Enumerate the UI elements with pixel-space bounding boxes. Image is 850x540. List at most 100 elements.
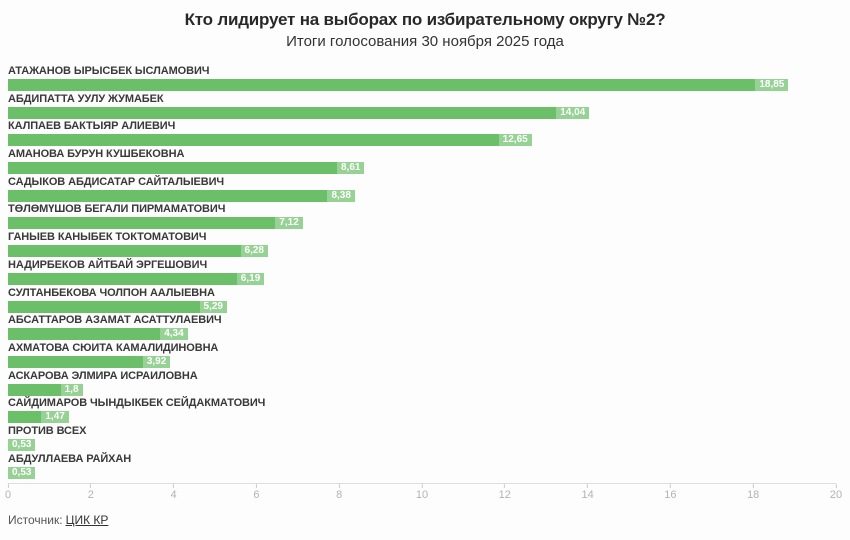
source-line: Источник: ЦИК КР — [8, 513, 108, 527]
bar-row: ТӨЛӨМҮШОВ БЕГАЛИ ПИРМАМАТОВИЧ 7,12 — [8, 203, 836, 231]
chart-title: Кто лидирует на выборах по избирательном… — [184, 10, 666, 29]
value-label: 4,34 — [160, 328, 188, 341]
axis-tick-mark — [421, 484, 423, 488]
axis-tick-label: 2 — [87, 489, 94, 501]
bar-rows: АТАЖАНОВ ЫРЫСБЕК ЫСЛАМОВИЧ 18,85 АБДИПАТТА… — [8, 65, 836, 480]
candidate-label: АБДИПАТТА УУЛУ ЖУМАБЕК — [8, 92, 164, 105]
candidate-label: АХМАТОВА СЮИТА КАМАЛИДИНОВНА — [8, 341, 219, 354]
value-label: 3,92 — [142, 355, 171, 368]
axis-tick: 12 — [499, 484, 511, 501]
axis-tick-mark — [173, 484, 175, 488]
value-label: 1,8 — [60, 383, 83, 396]
bar-row: АБДИПАТТА УУЛУ ЖУМАБЕК 14,04 — [8, 93, 836, 121]
bar-row: САЙДИМАРОВ ЧЫНДЫКБЕК СЕЙДАКМАТОВИЧ 1,47 — [8, 397, 836, 425]
bar-row: ГАНЫЕВ КАНЫБЕК ТОКТОМАТОВИЧ 6,28 — [8, 231, 836, 259]
source-link[interactable]: ЦИК КР — [65, 513, 109, 527]
bar-row: АМАНОВА БУРУН КУШБЕКОВНА 8,61 — [8, 148, 836, 176]
value-label: 1,47 — [41, 411, 69, 424]
bar: 12,65 — [8, 134, 532, 147]
candidate-label: САДЫКОВ АБДИСАТАР САЙТАЛЫЕВИЧ — [8, 175, 225, 188]
candidate-label: АСКАРОВА ЭЛМИРА ИСРАИЛОВНА — [8, 369, 198, 382]
axis-tick-label: 14 — [581, 489, 594, 501]
axis-tick: 16 — [664, 484, 677, 501]
x-axis: 0 2 4 6 8 10 12 14 16 18 20 — [5, 483, 842, 506]
bar-row: НАДИРБЕКОВ АЙТБАЙ ЭРГЕШОВИЧ 6,19 — [8, 259, 836, 287]
candidate-label: КАЛПАЕВ БАКТЫЯР АЛИЕВИЧ — [8, 120, 176, 133]
bar: 1,8 — [8, 383, 83, 396]
bar: 6,19 — [8, 272, 265, 285]
axis-tick-label: 0 — [4, 489, 12, 501]
value-label: 14,04 — [556, 106, 590, 119]
bar: 0,53 — [8, 466, 36, 479]
axis-tick: 2 — [88, 484, 94, 501]
axis-tick: 4 — [171, 484, 177, 501]
axis-tick-label: 4 — [170, 489, 177, 501]
bar-row: АТАЖАНОВ ЫРЫСБЕК ЫСЛАМОВИЧ 18,85 — [8, 65, 836, 93]
value-label: 8,61 — [336, 162, 365, 175]
bar-row: ПРОТИВ ВСЕХ 0,53 — [8, 425, 836, 453]
bar-row: СУЛТАНБЕКОВА ЧОЛПОН ААЛЫЕВНА 5,29 — [8, 287, 836, 315]
value-label: 0,53 — [8, 438, 36, 451]
candidate-label: САЙДИМАРОВ ЧЫНДЫКБЕК СЕЙДАКМАТОВИЧ — [8, 397, 266, 410]
candidate-label: АТАЖАНОВ ЫРЫСБЕК ЫСЛАМОВИЧ — [8, 65, 210, 77]
axis-tick: 8 — [336, 484, 342, 501]
bar: 8,38 — [8, 189, 355, 202]
bar: 6,28 — [8, 245, 268, 258]
axis-tick: 0 — [5, 484, 11, 501]
value-label: 6,19 — [236, 272, 265, 285]
axis-tick-mark — [7, 484, 9, 488]
axis-tick-label: 20 — [829, 489, 843, 501]
source-label: Источник: — [8, 513, 63, 527]
bar-row: АБСАТТАРОВ АЗАМАТ АСАТТУЛАЕВИЧ 4,34 — [8, 314, 836, 342]
bar: 8,61 — [8, 162, 365, 175]
value-label: 8,38 — [327, 189, 355, 202]
candidate-label: АМАНОВА БУРУН КУШБЕКОВНА — [8, 148, 185, 161]
axis-tick-mark — [90, 484, 92, 488]
candidate-label: АБДУЛЛАЕВА РАЙХАН — [8, 452, 132, 465]
bar: 0,53 — [8, 438, 36, 451]
bar: 14,04 — [8, 106, 590, 119]
axis-tick: 18 — [747, 484, 759, 501]
candidate-label: ПРОТИВ ВСЕХ — [8, 424, 87, 437]
axis-tick-mark — [504, 484, 506, 488]
axis-tick: 20 — [830, 484, 842, 501]
value-label: 5,29 — [199, 300, 227, 313]
bar-row: КАЛПАЕВ БАКТЫЯР АЛИЕВИЧ 12,65 — [8, 120, 836, 148]
candidate-label: ГАНЫЕВ КАНЫБЕК ТОКТОМАТОВИЧ — [8, 231, 207, 244]
value-label: 7,12 — [275, 217, 303, 230]
axis-tick-mark — [338, 484, 340, 488]
value-label: 18,85 — [755, 79, 789, 91]
axis-tick-mark — [752, 484, 754, 488]
bar-row: АБДУЛЛАЕВА РАЙХАН 0,53 — [8, 453, 836, 481]
axis-tick-mark — [587, 484, 589, 488]
candidate-label: ТӨЛӨМҮШОВ БЕГАЛИ ПИРМАМАТОВИЧ — [8, 203, 226, 216]
bar: 18,85 — [8, 79, 789, 91]
axis-tick: 6 — [253, 484, 259, 501]
value-label: 12,65 — [498, 134, 532, 147]
value-label: 6,28 — [240, 245, 268, 258]
axis-tick-label: 6 — [253, 489, 260, 501]
chart-subtitle: Итоги голосования 30 ноября 2025 года — [286, 33, 564, 50]
bar: 5,29 — [8, 300, 227, 313]
axis-tick-mark — [835, 484, 837, 488]
bar: 3,92 — [8, 355, 171, 368]
axis-tick: 10 — [416, 484, 428, 501]
axis-tick-label: 8 — [336, 489, 343, 501]
candidate-label: АБСАТТАРОВ АЗАМАТ АСАТТУЛАЕВИЧ — [8, 314, 222, 327]
bar-row: САДЫКОВ АБДИСАТАР САЙТАЛЫЕВИЧ 8,38 — [8, 176, 836, 204]
candidate-label: НАДИРБЕКОВ АЙТБАЙ ЭРГЕШОВИЧ — [8, 258, 208, 271]
bar: 4,34 — [8, 328, 188, 341]
bar-row: АХМАТОВА СЮИТА КАМАЛИДИНОВНА 3,92 — [8, 342, 836, 370]
axis-tick-label: 10 — [415, 489, 429, 501]
axis-tick-label: 12 — [498, 489, 511, 501]
axis-tick-label: 16 — [664, 489, 677, 501]
bar-row: АСКАРОВА ЭЛМИРА ИСРАИЛОВНА 1,8 — [8, 370, 836, 398]
axis-tick-label: 18 — [747, 489, 760, 501]
axis-tick: 14 — [581, 484, 594, 501]
axis-tick-mark — [669, 484, 671, 488]
axis-tick-mark — [255, 484, 257, 488]
bar: 7,12 — [8, 217, 303, 230]
candidate-label: СУЛТАНБЕКОВА ЧОЛПОН ААЛЫЕВНА — [8, 286, 215, 299]
bar: 1,47 — [8, 411, 69, 424]
